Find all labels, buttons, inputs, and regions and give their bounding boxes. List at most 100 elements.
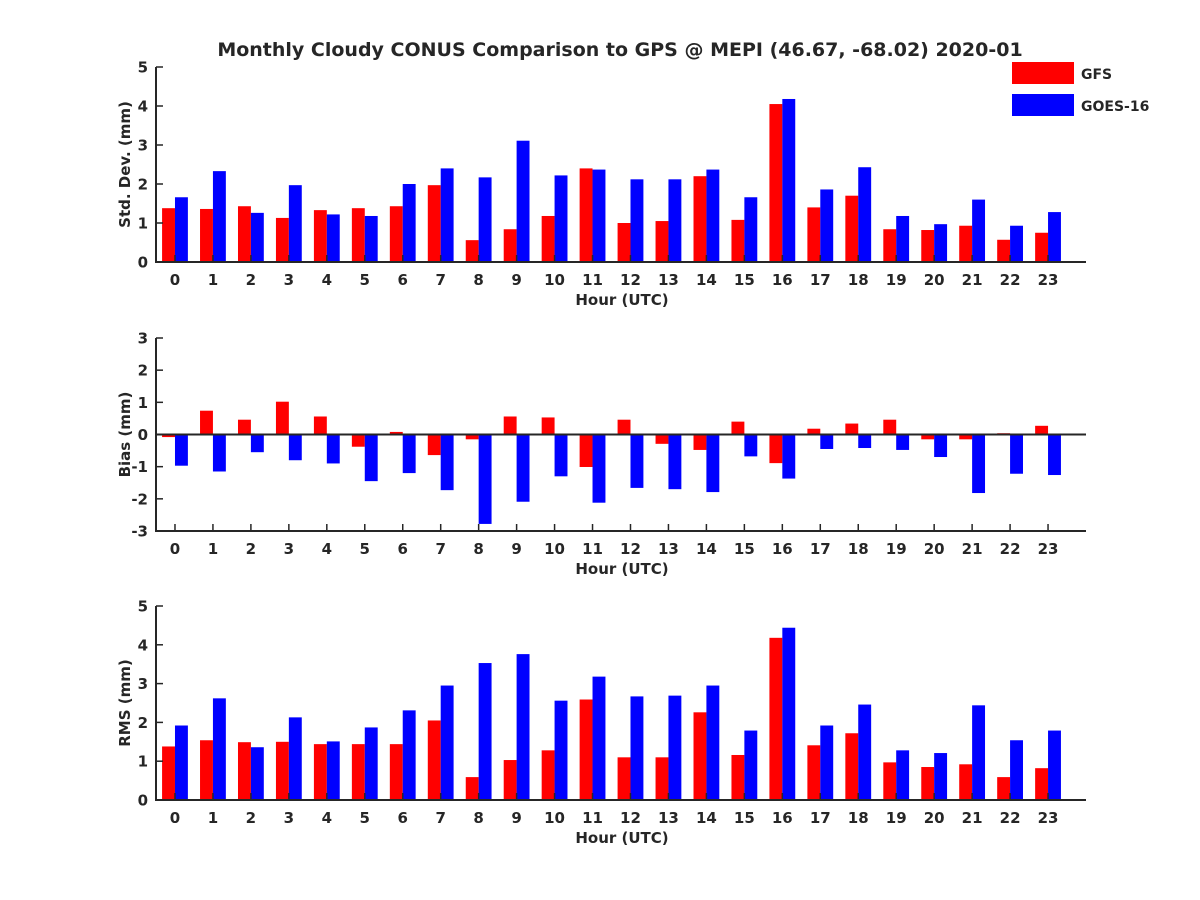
bar-gfs-hour-1 [200,410,213,435]
x-tick-label: 21 [962,809,983,827]
x-tick-label: 5 [360,809,370,827]
x-tick-label: 4 [322,809,332,827]
bar-gfs-hour-2 [237,742,251,800]
bar-goes16-hour-2 [250,212,264,262]
bar-goes16-hour-14 [706,685,720,800]
y-tick-label: 1 [138,394,148,412]
x-tick-label: 7 [435,809,445,827]
x-tick-label: 3 [284,809,294,827]
bar-gfs-hour-12 [617,757,631,800]
x-tick-label: 10 [544,809,565,827]
bar-goes16-hour-16 [782,627,796,800]
bar-gfs-hour-2 [237,419,251,435]
bar-goes16-hour-23 [1048,730,1061,800]
bar-gfs-hour-11 [579,168,593,262]
bar-gfs-hour-1 [200,740,213,800]
bar-gfs-hour-16 [769,637,783,800]
bar-goes16-hour-4 [326,214,340,262]
bar-gfs-hour-0 [162,746,175,800]
bar-gfs-hour-5 [351,434,365,447]
bar-goes16-hour-3 [288,185,302,262]
bar-gfs-hour-21 [959,225,973,262]
bar-goes16-hour-19 [896,434,910,450]
bar-goes16-hour-16 [782,434,796,479]
bar-goes16-hour-21 [972,705,986,800]
x-tick-label: 13 [658,271,679,289]
bar-gfs-hour-17 [807,745,821,800]
bar-goes16-hour-23 [1048,212,1061,262]
bar-gfs-hour-22 [997,239,1011,262]
x-tick-label: 6 [398,540,408,558]
x-tick-label: 9 [511,540,521,558]
bar-goes16-hour-8 [478,177,492,262]
bar-goes16-hour-15 [744,730,758,800]
bar-gfs-hour-12 [617,419,631,435]
bar-gfs-hour-21 [959,434,973,440]
bar-gfs-hour-10 [541,215,555,262]
bar-gfs-hour-10 [541,750,555,800]
legend-swatch-gfs [1012,62,1074,84]
x-tick-label: 16 [772,540,793,558]
x-tick-label: 13 [658,540,679,558]
bar-goes16-hour-16 [782,98,796,262]
bar-goes16-hour-5 [364,727,378,800]
bar-gfs-hour-17 [807,428,821,435]
bar-goes16-hour-22 [1010,225,1023,262]
x-tick-label: 9 [511,271,521,289]
bar-goes16-hour-13 [668,179,682,262]
x-tick-label: 7 [435,540,445,558]
x-tick-label: 16 [772,809,793,827]
bar-gfs-hour-11 [579,434,593,467]
x-tick-label: 1 [208,271,218,289]
bar-goes16-hour-20 [934,753,948,800]
x-tick-label: 1 [208,809,218,827]
bar-gfs-hour-14 [693,176,707,262]
x-tick-label: 8 [473,271,483,289]
bar-gfs-hour-7 [427,720,441,800]
y-axis-label: RMS (mm) [116,659,134,746]
bar-gfs-hour-15 [731,754,745,800]
y-tick-label: 5 [138,598,148,616]
bar-goes16-hour-22 [1010,740,1023,800]
x-tick-label: 13 [658,809,679,827]
y-tick-label: 2 [138,714,148,732]
bar-goes16-hour-6 [402,710,416,800]
bar-gfs-hour-19 [883,419,897,435]
x-tick-label: 11 [582,809,603,827]
bar-gfs-hour-15 [731,421,745,435]
x-tick-label: 18 [848,271,869,289]
x-tick-label: 0 [170,271,180,289]
x-tick-label: 6 [398,271,408,289]
x-tick-label: 22 [1000,271,1021,289]
bar-gfs-hour-18 [845,195,859,262]
bar-gfs-hour-4 [313,210,327,262]
x-tick-label: 5 [360,540,370,558]
x-tick-label: 17 [810,809,831,827]
bar-gfs-hour-16 [769,104,783,262]
x-tick-label: 5 [360,271,370,289]
x-tick-label: 14 [696,809,717,827]
y-tick-label: 4 [138,636,148,654]
bar-gfs-hour-18 [845,733,859,800]
bar-goes16-hour-10 [554,175,568,262]
bar-goes16-hour-5 [364,215,378,262]
x-tick-label: 2 [246,271,256,289]
bar-goes16-hour-17 [820,725,834,800]
bar-gfs-hour-11 [579,699,593,800]
bar-goes16-hour-0 [174,434,188,466]
bar-gfs-hour-0 [162,208,175,262]
bar-goes16-hour-17 [820,189,834,262]
x-tick-label: 23 [1038,540,1059,558]
x-tick-label: 17 [810,540,831,558]
bar-goes16-hour-3 [288,717,302,800]
bar-goes16-hour-20 [934,434,948,458]
bar-goes16-hour-1 [212,698,226,800]
bar-goes16-hour-18 [858,434,872,449]
bar-goes16-hour-2 [250,434,264,453]
bar-goes16-hour-14 [706,434,720,493]
bar-gfs-hour-6 [389,744,403,800]
bar-goes16-hour-15 [744,434,758,457]
bar-goes16-hour-12 [630,434,644,488]
x-tick-label: 2 [246,540,256,558]
